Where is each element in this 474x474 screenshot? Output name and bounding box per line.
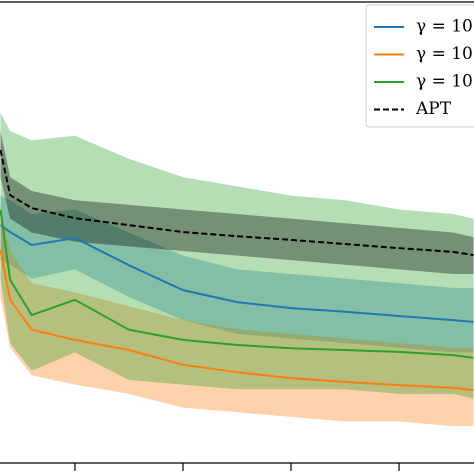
- series-line: [0, 149, 474, 257]
- series-line: [0, 224, 474, 323]
- series-line: [0, 209, 474, 359]
- confidence-band: [0, 204, 474, 427]
- legend-label: γ = 10: [416, 72, 473, 92]
- plot-area: [0, 112, 474, 427]
- legend-box: [365, 4, 474, 128]
- confidence-band: [0, 131, 474, 274]
- legend-label: γ = 10: [416, 44, 473, 64]
- legend: γ = 10 γ = 10 γ = 10 APT: [365, 4, 474, 128]
- legend-label: APT: [415, 99, 452, 119]
- series-line: [0, 249, 474, 392]
- legend-label: γ = 10: [416, 17, 473, 37]
- confidence-band: [0, 112, 474, 399]
